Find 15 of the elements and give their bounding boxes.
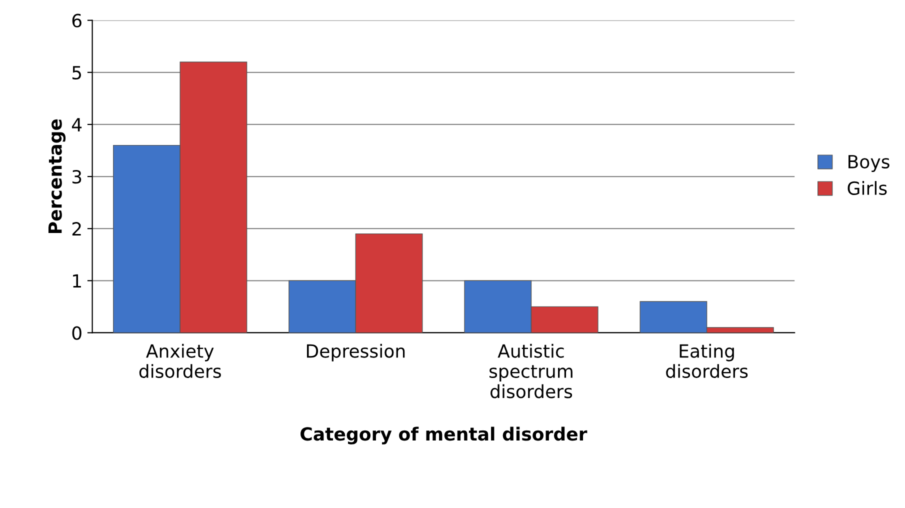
- x-tick-label: Eating disorders: [666, 344, 748, 378]
- y-tick-label: 0: [72, 326, 82, 340]
- x-tick-label: Autistic spectrum disorders: [489, 344, 572, 398]
- x-tick-label: Depression: [306, 344, 405, 362]
- y-axis-title: Percentage: [48, 119, 66, 233]
- legend-label: Boys: [848, 155, 890, 172]
- y-tick-label: 6: [72, 14, 82, 28]
- legend-label: Girls: [848, 181, 887, 196]
- x-tick-label: Anxiety disorders: [139, 344, 221, 378]
- y-tick-label: 5: [72, 66, 82, 80]
- y-tick-label: 1: [73, 274, 81, 288]
- y-tick-label: 4: [72, 118, 82, 132]
- x-axis-title: Category of mental disorder: [300, 426, 588, 444]
- y-tick-label: 3: [72, 170, 82, 184]
- y-tick-label: 2: [72, 222, 81, 236]
